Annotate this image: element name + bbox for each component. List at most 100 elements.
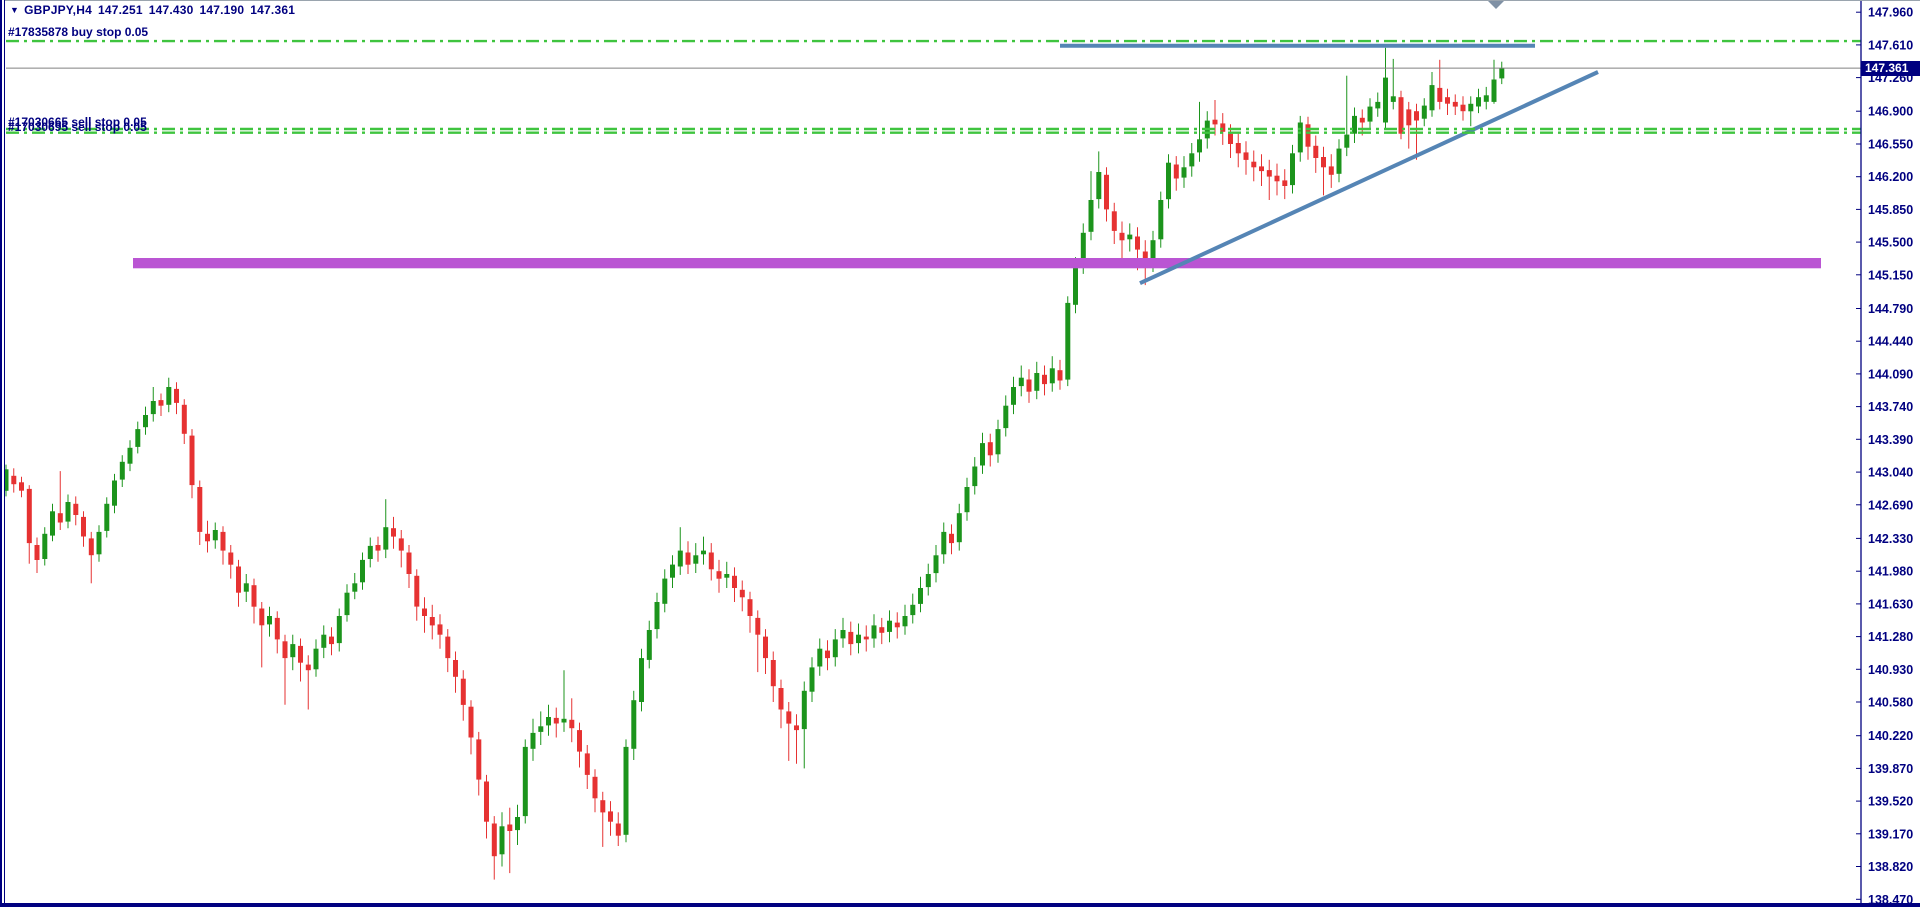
- bull-candle-body: [1297, 122, 1303, 153]
- bear-candle-body: [569, 719, 575, 729]
- buy-stop-order-label[interactable]: #17835878 buy stop 0.05: [8, 25, 149, 40]
- price-axis-tick-label: 139.520: [1868, 795, 1913, 809]
- bear-candle-body: [1328, 166, 1334, 175]
- ascending-trendline[interactable]: [1139, 70, 1599, 286]
- bull-candle-body: [1429, 85, 1435, 111]
- price-axis-tick-label: 140.930: [1868, 663, 1913, 677]
- bull-candle-body: [1011, 387, 1016, 405]
- bear-candle-body: [825, 650, 830, 659]
- bull-candle-body: [670, 564, 675, 578]
- price-axis-tick-label: 138.820: [1868, 860, 1913, 874]
- bull-candle-body: [1344, 134, 1350, 148]
- window-bottom-border: [0, 903, 1920, 907]
- bear-candle-body: [1042, 374, 1047, 385]
- bull-candle-body: [646, 630, 652, 660]
- bull-candle-body: [964, 487, 970, 513]
- bear-candle-body: [220, 531, 226, 551]
- bear-candle-body: [1228, 133, 1233, 144]
- sell-stop-order-label-2[interactable]: #17030695 sell stop 0.05: [8, 119, 147, 134]
- price-axis-tick-label: 140.580: [1868, 696, 1913, 710]
- bull-candle-body: [150, 401, 156, 415]
- bear-candle-body: [747, 599, 753, 616]
- bull-candle-body: [561, 718, 567, 723]
- bull-candle-body: [212, 530, 218, 541]
- bear-candle-body: [1220, 123, 1226, 132]
- bear-candle-body: [228, 552, 234, 565]
- bull-candle-body: [65, 502, 71, 522]
- bear-candle-body: [1243, 152, 1249, 160]
- bear-candle-body: [19, 482, 24, 491]
- bull-candle-body: [538, 726, 544, 732]
- bull-candle-body: [1468, 103, 1474, 112]
- bar-close-value: 147.361: [250, 3, 296, 17]
- bear-candle-body: [34, 545, 40, 560]
- bull-candle-body: [840, 630, 846, 639]
- bull-candle-body: [693, 555, 699, 564]
- bull-candle-body: [546, 717, 551, 726]
- bull-candle-body: [42, 533, 48, 559]
- bull-candle-body: [1367, 106, 1373, 122]
- bull-candle-body: [1150, 240, 1156, 260]
- bull-candle-body: [809, 667, 815, 692]
- bull-candle-body: [956, 513, 962, 543]
- bear-candle-body: [468, 706, 474, 738]
- candlestick-series: [3, 47, 1505, 880]
- bull-candle-body: [135, 429, 141, 447]
- price-axis-tick-label: 139.170: [1868, 827, 1913, 841]
- bear-candle-body: [1142, 251, 1148, 261]
- bull-candle-body: [631, 700, 637, 749]
- price-axis-tick-label: 145.850: [1868, 203, 1913, 217]
- bear-candle-body: [708, 552, 714, 570]
- bull-candle-body: [817, 648, 823, 667]
- bear-candle-body: [1135, 236, 1140, 250]
- bull-candle-body: [1375, 101, 1381, 109]
- price-axis-tick-label: 141.980: [1868, 565, 1913, 579]
- bear-candle-body: [259, 608, 265, 626]
- chart-shift-marker-icon[interactable]: [1488, 1, 1504, 9]
- bear-candle-body: [398, 538, 404, 551]
- bear-candle-body: [1274, 175, 1280, 182]
- sell-stop-order-label-1[interactable]: #17030665 sell stop 0.05: [8, 115, 147, 129]
- bear-candle-body: [786, 711, 792, 724]
- bear-candle-body: [305, 664, 311, 671]
- bear-candle-body: [282, 641, 288, 659]
- bear-candle-body: [329, 636, 334, 645]
- bull-candle-body: [1049, 368, 1055, 384]
- bear-candle-body: [615, 823, 621, 836]
- bear-candle-body: [174, 388, 179, 403]
- support-resistance-band[interactable]: [133, 258, 1821, 269]
- bear-candle-body: [600, 800, 606, 813]
- bear-candle-body: [1104, 174, 1109, 210]
- bear-candle-body: [894, 622, 900, 628]
- bull-candle-body: [1034, 373, 1040, 391]
- bear-candle-body: [453, 660, 458, 677]
- bear-candle-body: [685, 552, 691, 565]
- price-axis-tick-label: 140.220: [1868, 729, 1913, 743]
- price-axis-tick-label: 146.900: [1868, 105, 1913, 119]
- bear-candle-body: [879, 627, 885, 633]
- bull-candle-body: [119, 461, 125, 480]
- bear-candle-body: [1173, 164, 1179, 179]
- bull-candle-body: [1181, 167, 1187, 178]
- bar-open-value: 147.251: [97, 3, 143, 17]
- bear-candle-body: [274, 617, 280, 640]
- symbol-name: GBPJPY,H4: [24, 3, 92, 17]
- price-axis-tick-label: 142.330: [1868, 532, 1913, 546]
- bull-candle-body: [856, 634, 861, 644]
- bull-candle-body: [313, 648, 319, 670]
- bull-candle-body: [1096, 172, 1102, 200]
- bull-candle-body: [1336, 148, 1342, 174]
- bull-candle-body: [367, 545, 373, 559]
- bull-candle-body: [910, 604, 916, 616]
- bull-candle-body: [499, 826, 505, 855]
- bear-candle-body: [584, 753, 590, 775]
- window-top-border: [0, 0, 1920, 1]
- bull-candle-body: [243, 583, 249, 592]
- bar-low-value: 147.190: [199, 3, 245, 17]
- symbol-dropdown-triangle-icon: ▼: [10, 5, 20, 15]
- bull-candle-body: [980, 443, 985, 466]
- bear-candle-body: [1452, 101, 1458, 107]
- bear-candle-body: [158, 400, 164, 406]
- price-axis-tick-label: 139.870: [1868, 762, 1913, 776]
